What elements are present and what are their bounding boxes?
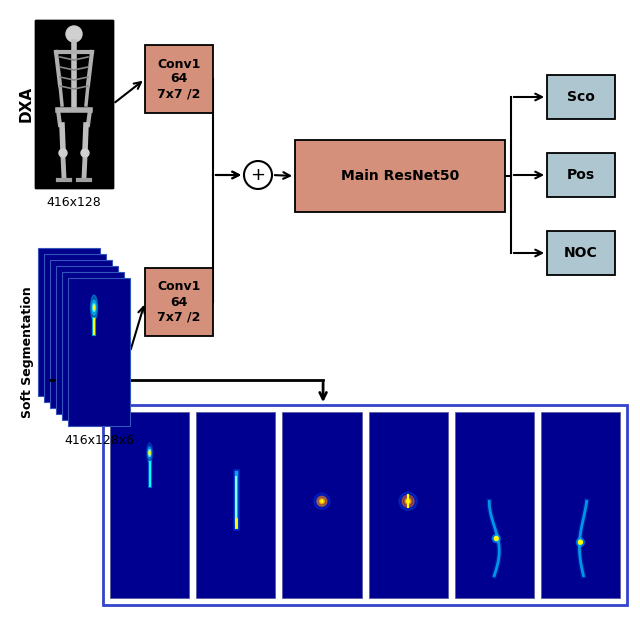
FancyBboxPatch shape xyxy=(295,140,505,212)
FancyBboxPatch shape xyxy=(369,412,447,598)
FancyBboxPatch shape xyxy=(454,412,534,598)
Text: Conv1
64
7x7 /2: Conv1 64 7x7 /2 xyxy=(157,57,201,101)
Ellipse shape xyxy=(90,295,97,320)
Circle shape xyxy=(405,499,411,504)
FancyBboxPatch shape xyxy=(145,268,213,336)
Text: +: + xyxy=(250,166,266,184)
Circle shape xyxy=(66,26,82,42)
FancyBboxPatch shape xyxy=(541,412,620,598)
Text: DXA: DXA xyxy=(19,86,33,122)
Circle shape xyxy=(81,149,89,157)
FancyBboxPatch shape xyxy=(103,405,627,605)
Text: Main ResNet50: Main ResNet50 xyxy=(341,169,459,183)
FancyBboxPatch shape xyxy=(547,153,615,197)
Text: 416x128: 416x128 xyxy=(47,196,101,209)
Text: Sco: Sco xyxy=(567,90,595,104)
Circle shape xyxy=(406,500,410,503)
Circle shape xyxy=(59,149,67,157)
Ellipse shape xyxy=(148,447,152,459)
FancyBboxPatch shape xyxy=(68,278,130,426)
Circle shape xyxy=(399,492,417,510)
Text: 416x128x6: 416x128x6 xyxy=(64,434,134,447)
Ellipse shape xyxy=(93,304,95,312)
FancyBboxPatch shape xyxy=(547,75,615,119)
Ellipse shape xyxy=(92,300,96,315)
FancyBboxPatch shape xyxy=(547,231,615,275)
FancyBboxPatch shape xyxy=(196,412,275,598)
Circle shape xyxy=(317,496,327,507)
Ellipse shape xyxy=(93,306,95,310)
Circle shape xyxy=(579,540,582,544)
FancyBboxPatch shape xyxy=(56,266,118,414)
Ellipse shape xyxy=(149,451,150,455)
Ellipse shape xyxy=(148,449,150,457)
Circle shape xyxy=(492,534,500,542)
Circle shape xyxy=(494,536,499,540)
Text: Pos: Pos xyxy=(567,168,595,182)
FancyBboxPatch shape xyxy=(50,260,112,408)
FancyBboxPatch shape xyxy=(282,412,362,598)
Text: NOC: NOC xyxy=(564,246,598,260)
FancyBboxPatch shape xyxy=(44,254,106,402)
FancyBboxPatch shape xyxy=(145,45,213,113)
Circle shape xyxy=(314,493,330,509)
Circle shape xyxy=(577,538,584,546)
Text: Soft Segmentation: Soft Segmentation xyxy=(22,286,35,418)
FancyBboxPatch shape xyxy=(110,412,189,598)
Ellipse shape xyxy=(147,443,152,463)
Circle shape xyxy=(244,161,272,189)
Circle shape xyxy=(321,500,323,502)
Circle shape xyxy=(319,499,324,503)
FancyBboxPatch shape xyxy=(38,248,100,396)
FancyBboxPatch shape xyxy=(62,272,124,420)
Text: Conv1
64
7x7 /2: Conv1 64 7x7 /2 xyxy=(157,281,201,323)
Circle shape xyxy=(402,495,414,507)
FancyBboxPatch shape xyxy=(35,20,113,188)
